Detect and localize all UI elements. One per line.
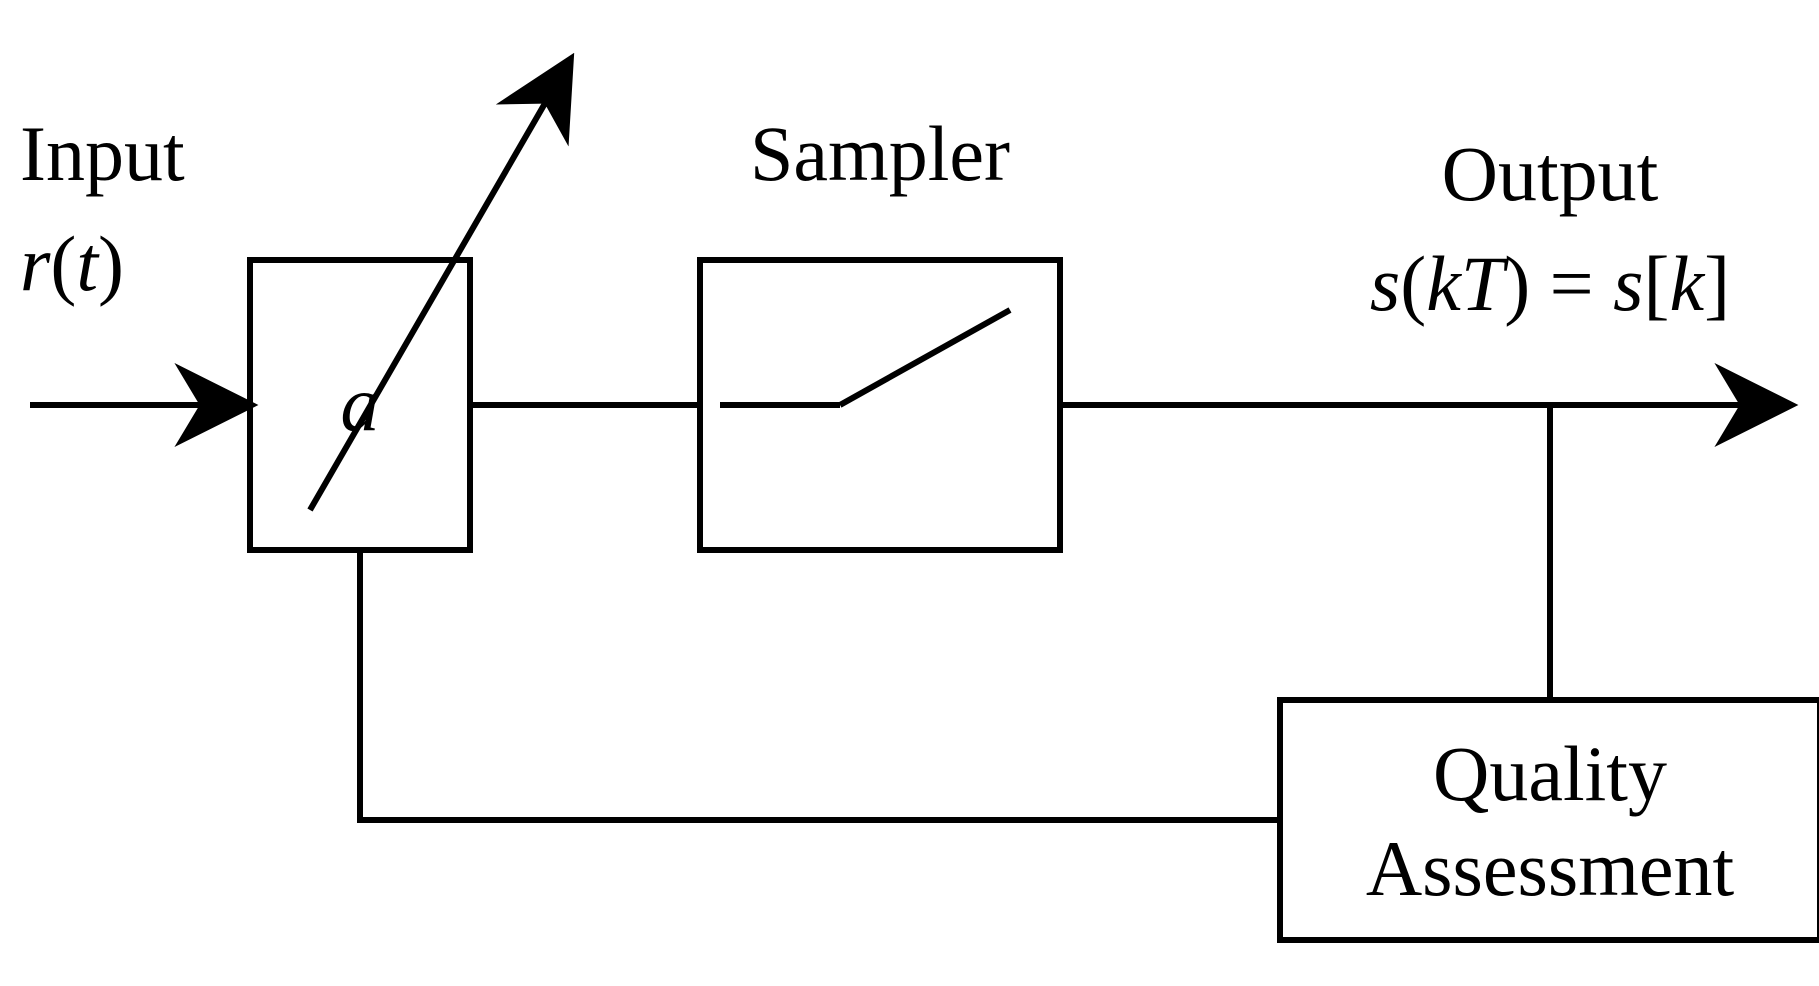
qa-label-line2: Assessment	[1366, 825, 1735, 912]
sampler-title: Sampler	[750, 110, 1010, 197]
input-title: Input	[20, 110, 185, 197]
input-signal-paren: (	[50, 220, 76, 307]
output-signal: s(kT) = s[k]	[1370, 240, 1730, 327]
input-signal: r(t)	[20, 220, 124, 307]
input-signal-t: t	[76, 220, 100, 307]
block-diagram: Input r(t) a Sampler Output s(kT) = s[k]…	[0, 0, 1819, 986]
gain-label: a	[341, 360, 380, 447]
input-signal-r: r	[20, 220, 51, 307]
qa-label-line1: Quality	[1433, 730, 1667, 817]
output-title: Output	[1442, 130, 1659, 217]
input-signal-paren2: )	[98, 220, 124, 307]
sampler-switch-arm	[840, 310, 1010, 405]
feedback-wire	[360, 550, 1280, 820]
